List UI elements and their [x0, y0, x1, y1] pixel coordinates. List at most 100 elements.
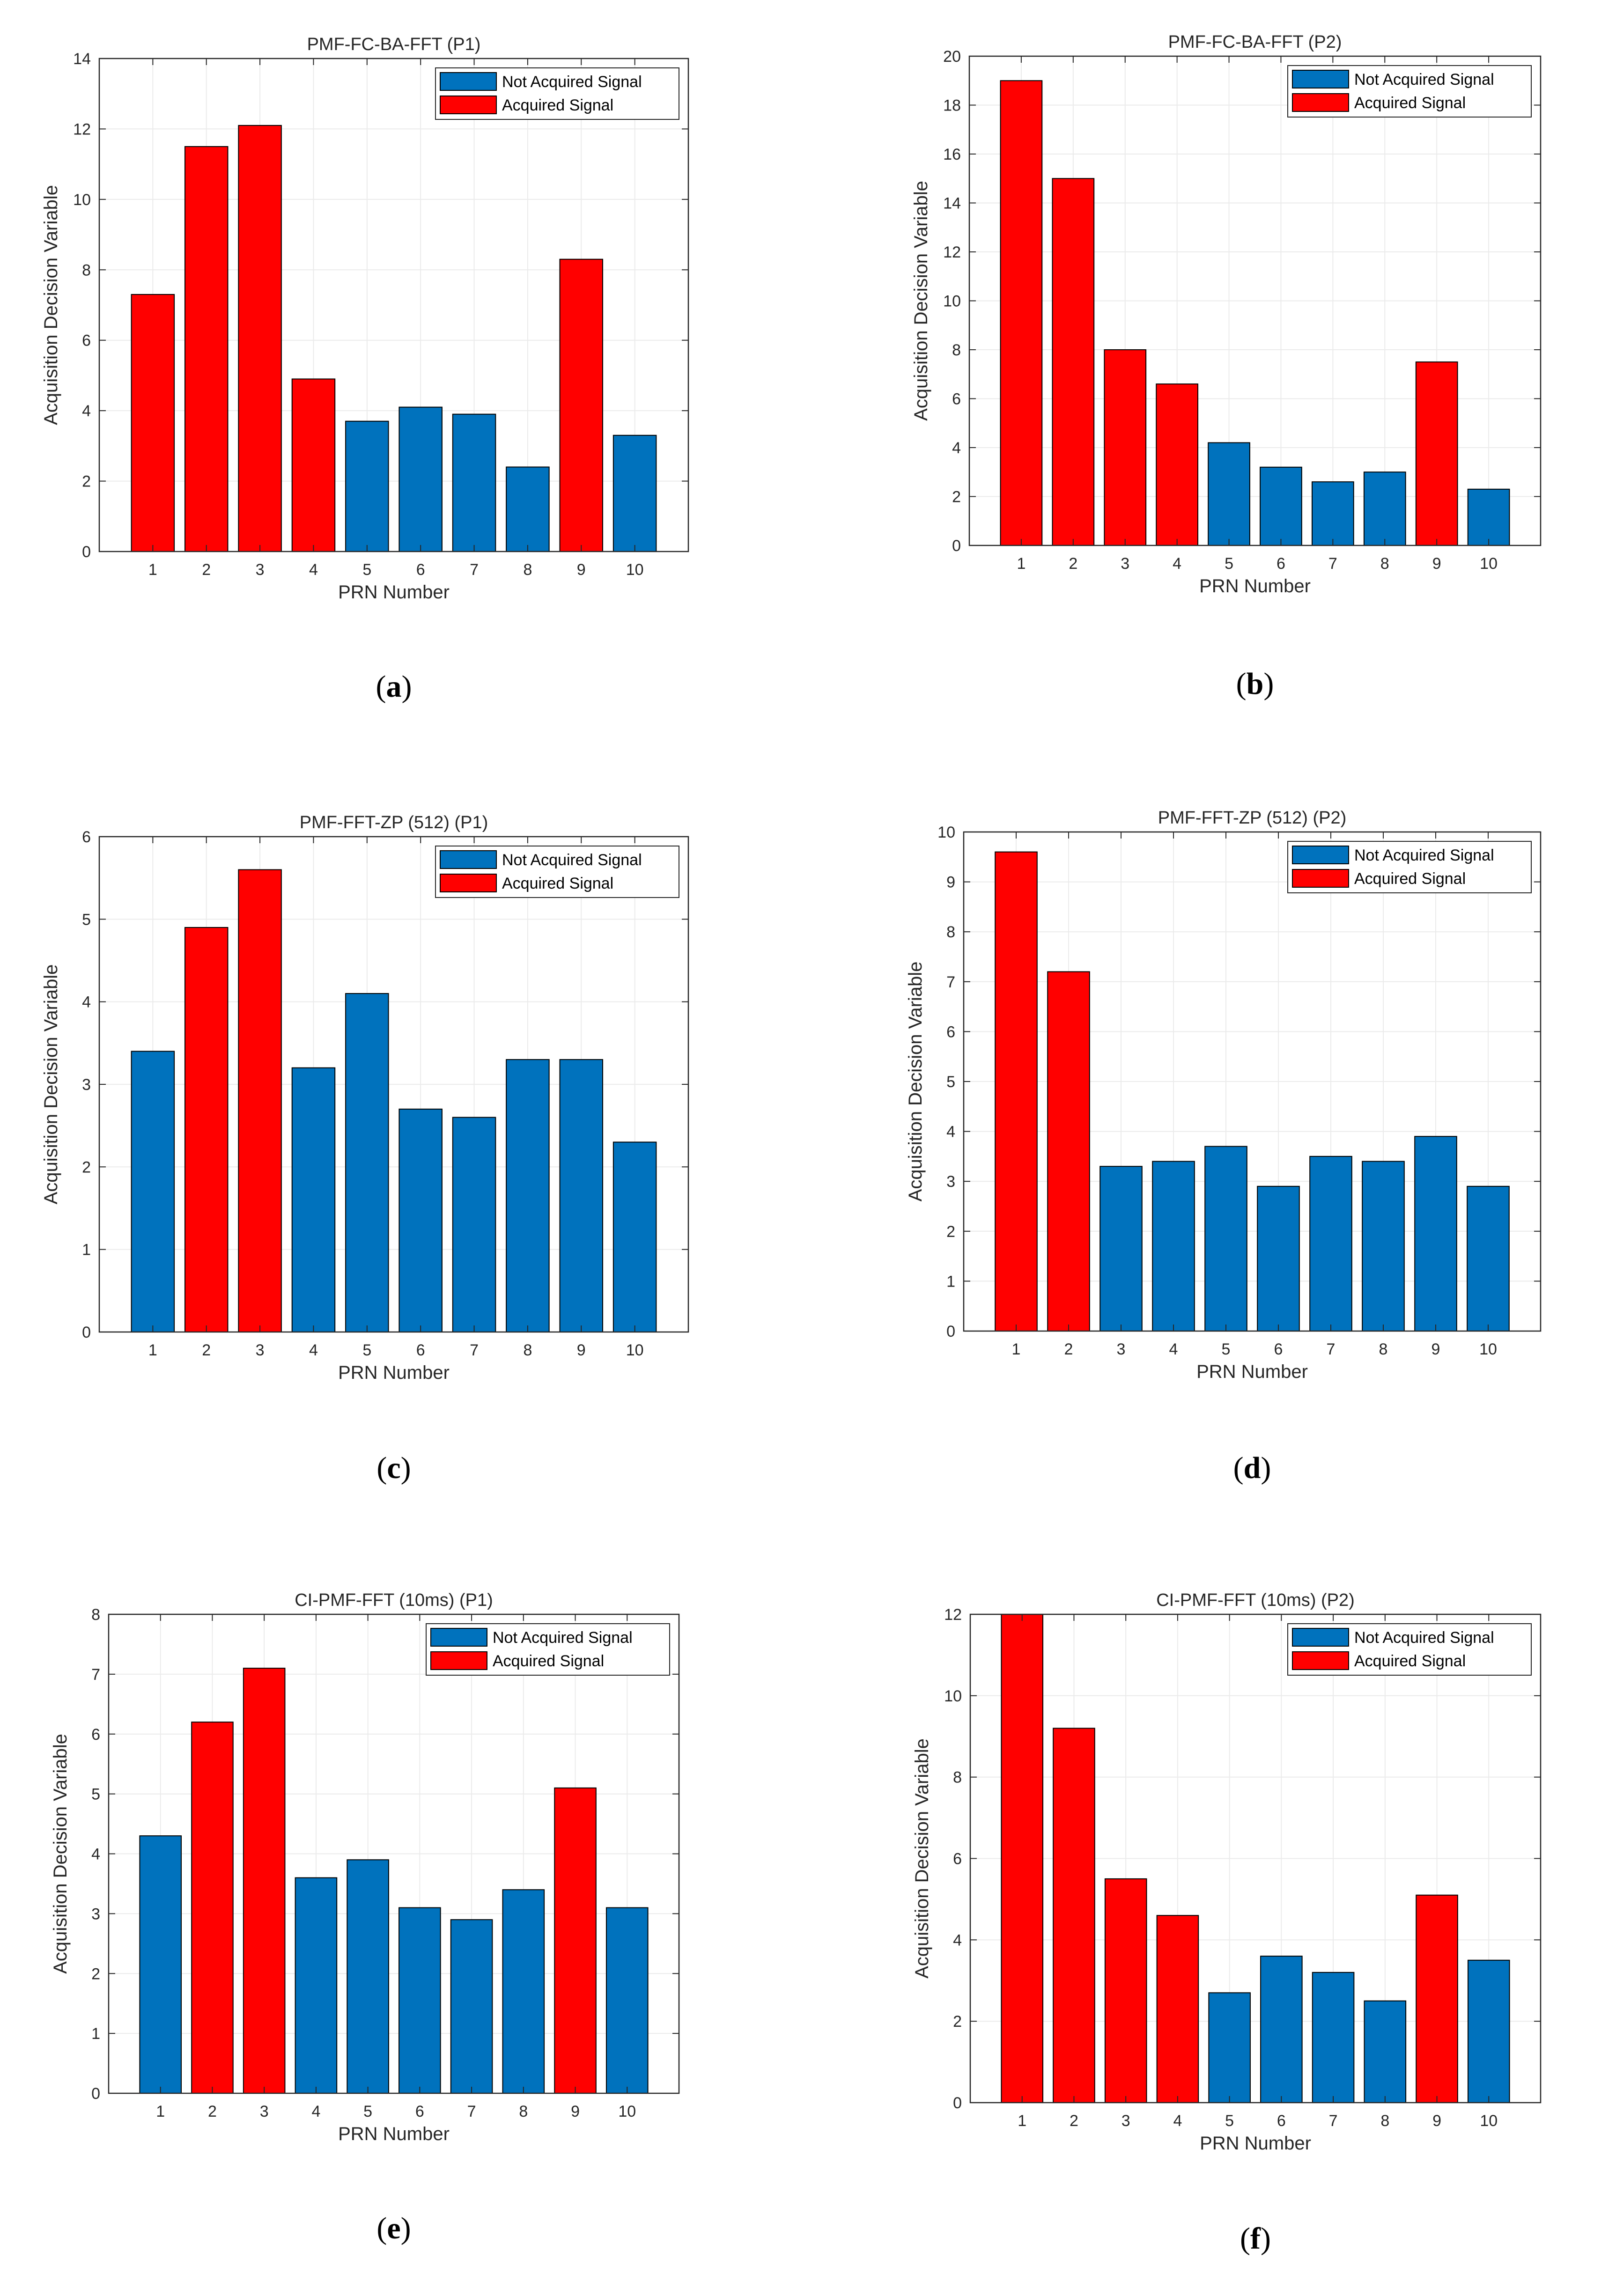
y-tick-label: 10: [937, 824, 955, 841]
y-tick-label: 5: [82, 911, 91, 928]
y-axis-label: Acquisition Decision Variable: [50, 1734, 71, 1974]
bar-prn-1: [131, 1051, 175, 1332]
x-tick-label: 6: [1277, 555, 1285, 573]
x-tick-label: 8: [519, 2103, 528, 2120]
x-tick-label: 8: [1380, 2112, 1389, 2130]
bar-prn-7: [452, 1117, 496, 1333]
y-tick-label: 10: [73, 191, 91, 209]
axes-box: [98, 58, 689, 552]
y-tick-label: 9: [946, 874, 955, 891]
chart-title: CI-PMF-FFT (10ms) (P1): [295, 1590, 493, 1610]
y-tick-label: 12: [73, 120, 91, 138]
panel-caption: (c): [376, 1451, 411, 1485]
y-tick-label: 2: [91, 1965, 100, 1983]
x-tick-label: 7: [1329, 2112, 1338, 2130]
x-axis-label: PRN Number: [338, 1362, 450, 1383]
bar-prn-5: [1208, 1992, 1251, 2104]
x-tick-label: 10: [1480, 555, 1498, 573]
y-tick-label: 8: [953, 1769, 962, 1787]
legend-swatch-acquired: [430, 1651, 487, 1670]
bar-prn-3: [1104, 1878, 1147, 2103]
y-tick-label: 1: [946, 1273, 955, 1290]
legend: Not Acquired Signal Acquired Signal: [1287, 65, 1532, 118]
y-axis-label: Acquisition Decision Variable: [905, 962, 926, 1202]
y-tick-label: 3: [946, 1173, 955, 1191]
y-tick-label: 2: [946, 1223, 955, 1241]
y-tick-label: 2: [952, 488, 961, 506]
y-tick-label: 14: [943, 195, 961, 213]
bar-prn-1: [139, 1835, 182, 2094]
bar-prn-1: [995, 851, 1038, 1332]
bar-prn-8: [1364, 2000, 1407, 2104]
chart-title: PMF-FFT-ZP (512) (P1): [300, 813, 488, 832]
panel-caption: (f): [1240, 2222, 1271, 2256]
x-tick-label: 9: [571, 2103, 580, 2120]
bar-prn-2: [184, 146, 229, 552]
bar-prn-6: [1260, 466, 1302, 546]
x-tick-label: 4: [309, 561, 318, 579]
y-tick-label: 0: [946, 1323, 955, 1340]
y-tick-label: 6: [946, 1023, 955, 1041]
legend-label-acquired: Acquired Signal: [502, 96, 613, 114]
y-tick-label: 10: [944, 1687, 962, 1705]
x-tick-label: 4: [1173, 2112, 1182, 2130]
bar-prn-3: [243, 1668, 286, 2094]
chart-panel-c: 0 1 2 3 4 5 6 1 2 3 4 5 6 7 8 9 10 PMF-FFT-ZP (512) (P1) P…: [41, 813, 689, 1485]
chart-title: CI-PMF-FFT (10ms) (P2): [1156, 1590, 1355, 1610]
x-tick-label: 2: [202, 1341, 211, 1359]
bar-prn-6: [1260, 1956, 1303, 2104]
x-tick-label: 2: [208, 2103, 217, 2120]
x-tick-label: 6: [416, 561, 425, 579]
x-tick-label: 10: [1480, 2112, 1498, 2130]
x-tick-label: 3: [1122, 2112, 1130, 2130]
x-axis-label: PRN Number: [338, 582, 450, 603]
x-tick-label: 2: [202, 561, 211, 579]
bar-prn-3: [238, 125, 282, 552]
y-tick-label: 20: [943, 48, 961, 66]
y-axis-label: Acquisition Decision Variable: [911, 181, 931, 421]
bar-prn-8: [502, 1889, 545, 2094]
x-tick-label: 2: [1064, 1340, 1073, 1358]
bar-prn-1: [131, 294, 175, 552]
bar-prn-10: [612, 434, 657, 552]
x-tick-label: 2: [1069, 555, 1077, 573]
x-tick-label: 8: [523, 561, 532, 579]
chart-title: PMF-FC-BA-FFT (P1): [307, 35, 481, 54]
x-tick-label: 7: [470, 1341, 479, 1359]
y-tick-label: 3: [91, 1905, 100, 1923]
x-tick-label: 10: [1479, 1340, 1497, 1358]
y-tick-label: 4: [82, 993, 91, 1011]
y-tick-label: 8: [946, 923, 955, 941]
y-tick-label: 0: [82, 543, 91, 561]
y-tick-label: 10: [943, 293, 961, 310]
x-tick-label: 9: [577, 1341, 586, 1359]
bar-prn-5: [1208, 442, 1250, 546]
legend-label-not-acquired: Not Acquired Signal: [1354, 1629, 1494, 1647]
bar-prn-2: [1047, 971, 1090, 1332]
panel-caption: (d): [1233, 1451, 1271, 1485]
bar-prn-2: [184, 927, 229, 1332]
legend-label-acquired: Acquired Signal: [1354, 870, 1466, 888]
y-tick-label: 12: [944, 1606, 962, 1624]
bar-prn-3: [1104, 349, 1147, 546]
bar-prn-1: [1000, 80, 1043, 546]
bar-prn-9: [554, 1787, 597, 2094]
bar-prn-9: [1415, 361, 1458, 546]
legend-label-not-acquired: Not Acquired Signal: [1354, 71, 1494, 88]
legend-swatch-acquired: [440, 874, 497, 892]
bar-prn-4: [291, 378, 336, 552]
x-tick-label: 9: [1432, 1340, 1440, 1358]
legend-label-not-acquired: Not Acquired Signal: [502, 851, 642, 869]
y-tick-label: 12: [943, 243, 961, 261]
bar-prn-7: [452, 413, 496, 552]
y-tick-label: 8: [952, 341, 961, 359]
x-tick-label: 1: [1017, 555, 1026, 573]
y-tick-label: 6: [82, 828, 91, 846]
x-tick-label: 1: [1012, 1340, 1021, 1358]
legend: Not Acquired Signal Acquired Signal: [435, 846, 679, 898]
x-tick-label: 4: [309, 1341, 318, 1359]
x-tick-label: 5: [1225, 2112, 1234, 2130]
